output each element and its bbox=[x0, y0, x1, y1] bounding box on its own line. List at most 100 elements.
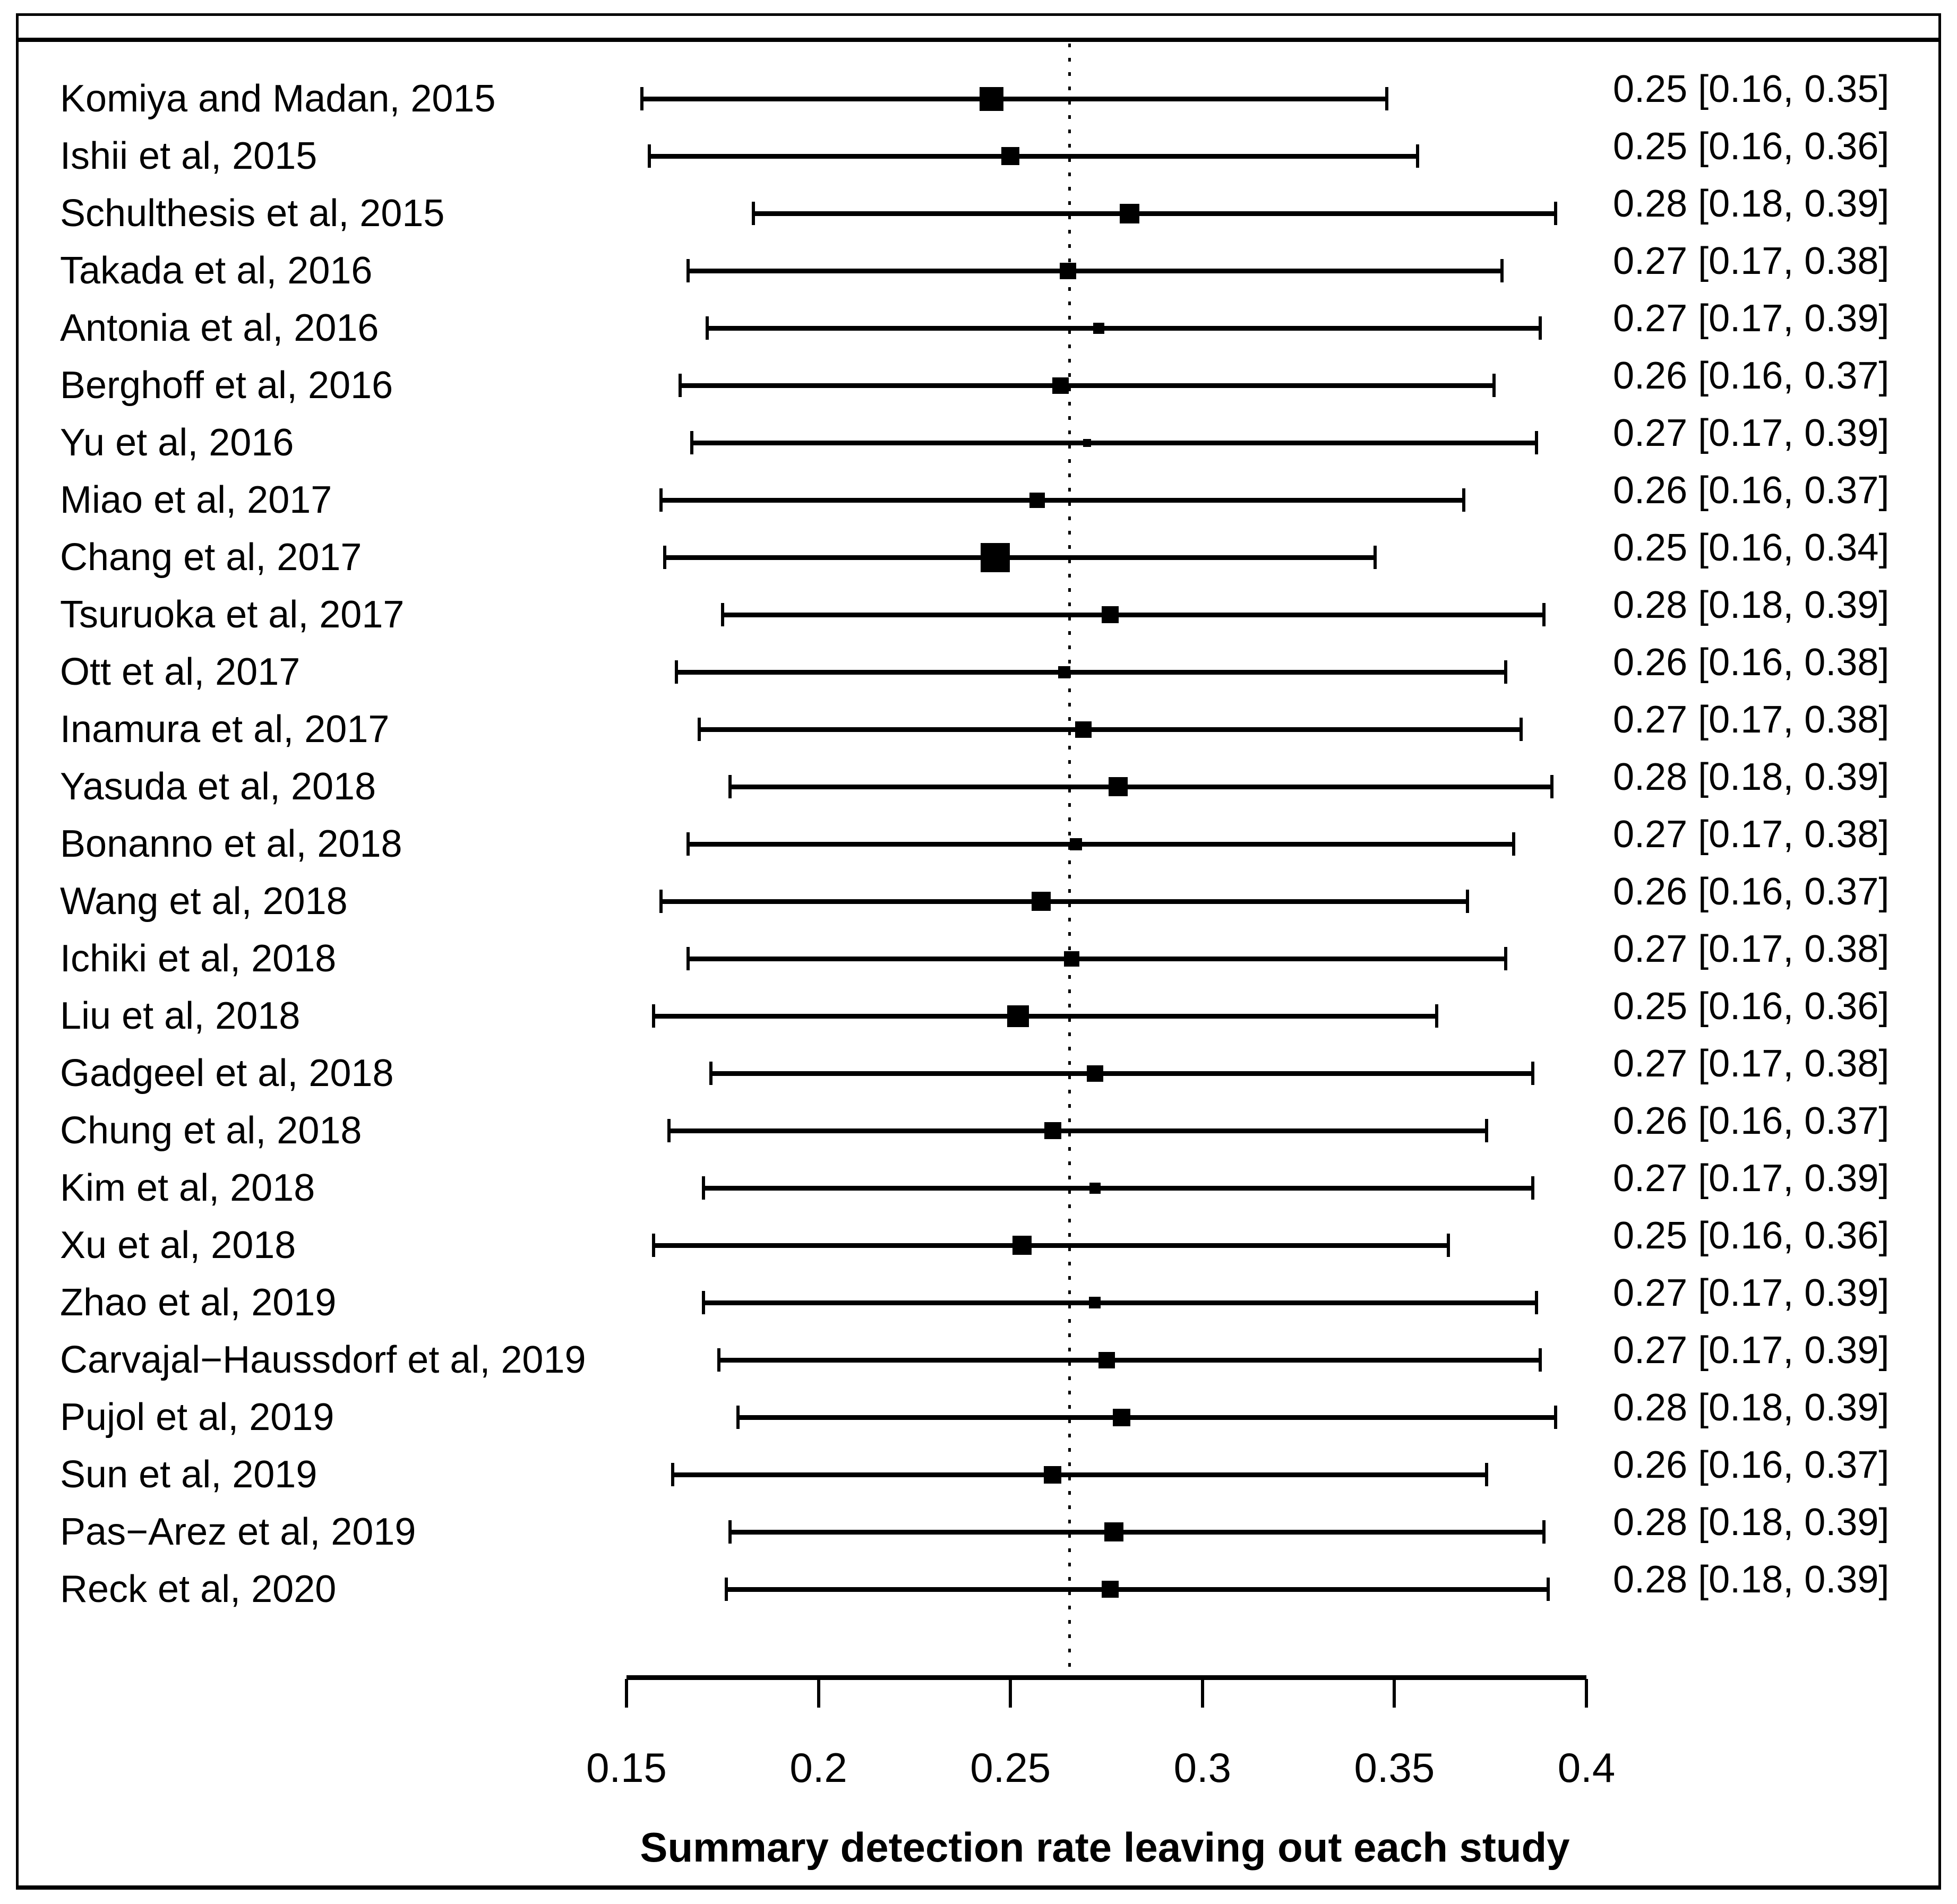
ci-cap-high bbox=[1534, 431, 1538, 454]
estimate-ci-annotation: 0.27 [0.17, 0.39] bbox=[1613, 412, 1890, 454]
ci-cap-high bbox=[1554, 1406, 1558, 1429]
x-axis-tick-label: 0.35 bbox=[1354, 1744, 1435, 1791]
ci-cap-high bbox=[1531, 1176, 1534, 1200]
estimate-square-marker bbox=[1012, 1236, 1032, 1255]
estimate-ci-annotation: 0.26 [0.16, 0.37] bbox=[1613, 469, 1890, 512]
estimate-square-marker bbox=[1119, 203, 1139, 223]
study-label: Ichiki et al, 2018 bbox=[60, 937, 337, 980]
study-label: Xu et al, 2018 bbox=[60, 1224, 296, 1267]
estimate-ci-annotation: 0.26 [0.16, 0.37] bbox=[1613, 1100, 1890, 1142]
ci-cap-high bbox=[1531, 1062, 1534, 1085]
ci-whisker bbox=[688, 268, 1502, 273]
ci-whisker bbox=[661, 497, 1464, 503]
estimate-ci-annotation: 0.25 [0.16, 0.36] bbox=[1613, 125, 1890, 168]
study-label: Berghoff et al, 2016 bbox=[60, 364, 393, 407]
study-label: Reck et al, 2020 bbox=[60, 1568, 337, 1610]
frame-left-border bbox=[16, 13, 19, 1890]
estimate-ci-annotation: 0.25 [0.16, 0.36] bbox=[1613, 985, 1890, 1028]
ci-whisker bbox=[753, 211, 1556, 216]
estimate-ci-annotation: 0.28 [0.18, 0.39] bbox=[1613, 1558, 1890, 1601]
ci-whisker bbox=[730, 1529, 1544, 1535]
study-label: Gadgeel et al, 2018 bbox=[60, 1052, 394, 1095]
estimate-ci-annotation: 0.25 [0.16, 0.36] bbox=[1613, 1214, 1890, 1257]
ci-whisker bbox=[676, 669, 1506, 675]
ci-cap-low bbox=[671, 1463, 674, 1486]
study-label: Takada et al, 2016 bbox=[60, 249, 373, 292]
ci-cap-low bbox=[686, 947, 690, 970]
ci-cap-low bbox=[717, 1348, 720, 1372]
ci-cap-low bbox=[728, 1520, 732, 1544]
x-axis-tick-mark bbox=[625, 1679, 628, 1708]
estimate-ci-annotation: 0.26 [0.16, 0.37] bbox=[1613, 355, 1890, 397]
ci-cap-high bbox=[1539, 1348, 1542, 1372]
ci-cap-high bbox=[1465, 890, 1469, 913]
estimate-square-marker bbox=[1075, 721, 1092, 738]
ci-cap-high bbox=[1504, 947, 1508, 970]
ci-whisker bbox=[649, 153, 1418, 159]
ci-cap-low bbox=[709, 1062, 713, 1085]
ci-cap-low bbox=[659, 890, 663, 913]
ci-cap-high bbox=[1492, 374, 1496, 397]
ci-cap-low bbox=[725, 1578, 728, 1601]
estimate-ci-annotation: 0.28 [0.18, 0.39] bbox=[1613, 756, 1890, 798]
estimate-square-marker bbox=[1108, 777, 1128, 796]
estimate-square-marker bbox=[1113, 1408, 1131, 1426]
ci-cap-low bbox=[728, 775, 732, 798]
ci-cap-low bbox=[686, 832, 690, 856]
ci-cap-high bbox=[1542, 603, 1546, 626]
ci-cap-low bbox=[651, 1234, 655, 1257]
estimate-square-marker bbox=[1089, 1297, 1101, 1308]
study-label: Tsuruoka et al, 2017 bbox=[60, 593, 405, 636]
ci-cap-low bbox=[679, 374, 682, 397]
estimate-ci-annotation: 0.27 [0.17, 0.38] bbox=[1613, 699, 1890, 741]
ci-cap-high bbox=[1484, 1463, 1488, 1486]
ci-cap-low bbox=[667, 1119, 671, 1142]
study-label: Bonanno et al, 2018 bbox=[60, 823, 402, 865]
estimate-ci-annotation: 0.27 [0.17, 0.38] bbox=[1613, 1043, 1890, 1085]
ci-whisker bbox=[711, 1071, 1533, 1076]
summary-reference-dotted-line bbox=[1068, 44, 1071, 1675]
study-label: Pujol et al, 2019 bbox=[60, 1396, 334, 1438]
ci-whisker bbox=[691, 440, 1537, 445]
ci-cap-low bbox=[701, 1176, 705, 1200]
ci-cap-high bbox=[1512, 832, 1515, 856]
study-label: Antonia et al, 2016 bbox=[60, 307, 379, 349]
ci-cap-low bbox=[736, 1406, 740, 1429]
x-axis-tick-mark bbox=[1009, 1679, 1012, 1708]
ci-whisker bbox=[665, 555, 1376, 560]
study-label: Ishii et al, 2015 bbox=[60, 135, 317, 177]
ci-cap-high bbox=[1554, 202, 1558, 225]
ci-cap-low bbox=[663, 546, 667, 569]
estimate-square-marker bbox=[1001, 147, 1020, 165]
ci-cap-high bbox=[1550, 775, 1553, 798]
ci-whisker bbox=[688, 956, 1506, 961]
study-label: Komiya and Madan, 2015 bbox=[60, 77, 496, 120]
study-label: Ott et al, 2017 bbox=[60, 651, 301, 693]
estimate-square-marker bbox=[1104, 1522, 1124, 1541]
ci-cap-high bbox=[1415, 144, 1419, 168]
ci-cap-low bbox=[698, 718, 701, 741]
estimate-ci-annotation: 0.26 [0.16, 0.37] bbox=[1613, 1444, 1890, 1486]
study-label: Miao et al, 2017 bbox=[60, 479, 332, 521]
ci-cap-low bbox=[690, 431, 693, 454]
ci-cap-high bbox=[1446, 1234, 1450, 1257]
x-axis-tick-mark bbox=[817, 1679, 820, 1708]
x-axis-tick-label: 0.2 bbox=[789, 1744, 847, 1791]
study-label: Inamura et al, 2017 bbox=[60, 708, 390, 751]
study-label: Sun et al, 2019 bbox=[60, 1453, 317, 1496]
ci-cap-low bbox=[648, 144, 651, 168]
ci-whisker bbox=[688, 841, 1514, 847]
ci-cap-high bbox=[1539, 316, 1542, 340]
estimate-ci-annotation: 0.27 [0.17, 0.38] bbox=[1613, 928, 1890, 970]
estimate-ci-annotation: 0.28 [0.18, 0.39] bbox=[1613, 584, 1890, 626]
x-axis-tick-label: 0.3 bbox=[1173, 1744, 1232, 1791]
study-label: Wang et al, 2018 bbox=[60, 880, 348, 923]
estimate-square-marker bbox=[1102, 606, 1119, 623]
estimate-ci-annotation: 0.27 [0.17, 0.39] bbox=[1613, 1157, 1890, 1200]
frame-right-border bbox=[1938, 13, 1941, 1890]
ci-whisker bbox=[737, 1415, 1556, 1420]
ci-cap-high bbox=[1374, 546, 1377, 569]
ci-cap-low bbox=[705, 316, 709, 340]
estimate-square-marker bbox=[1089, 1182, 1101, 1194]
